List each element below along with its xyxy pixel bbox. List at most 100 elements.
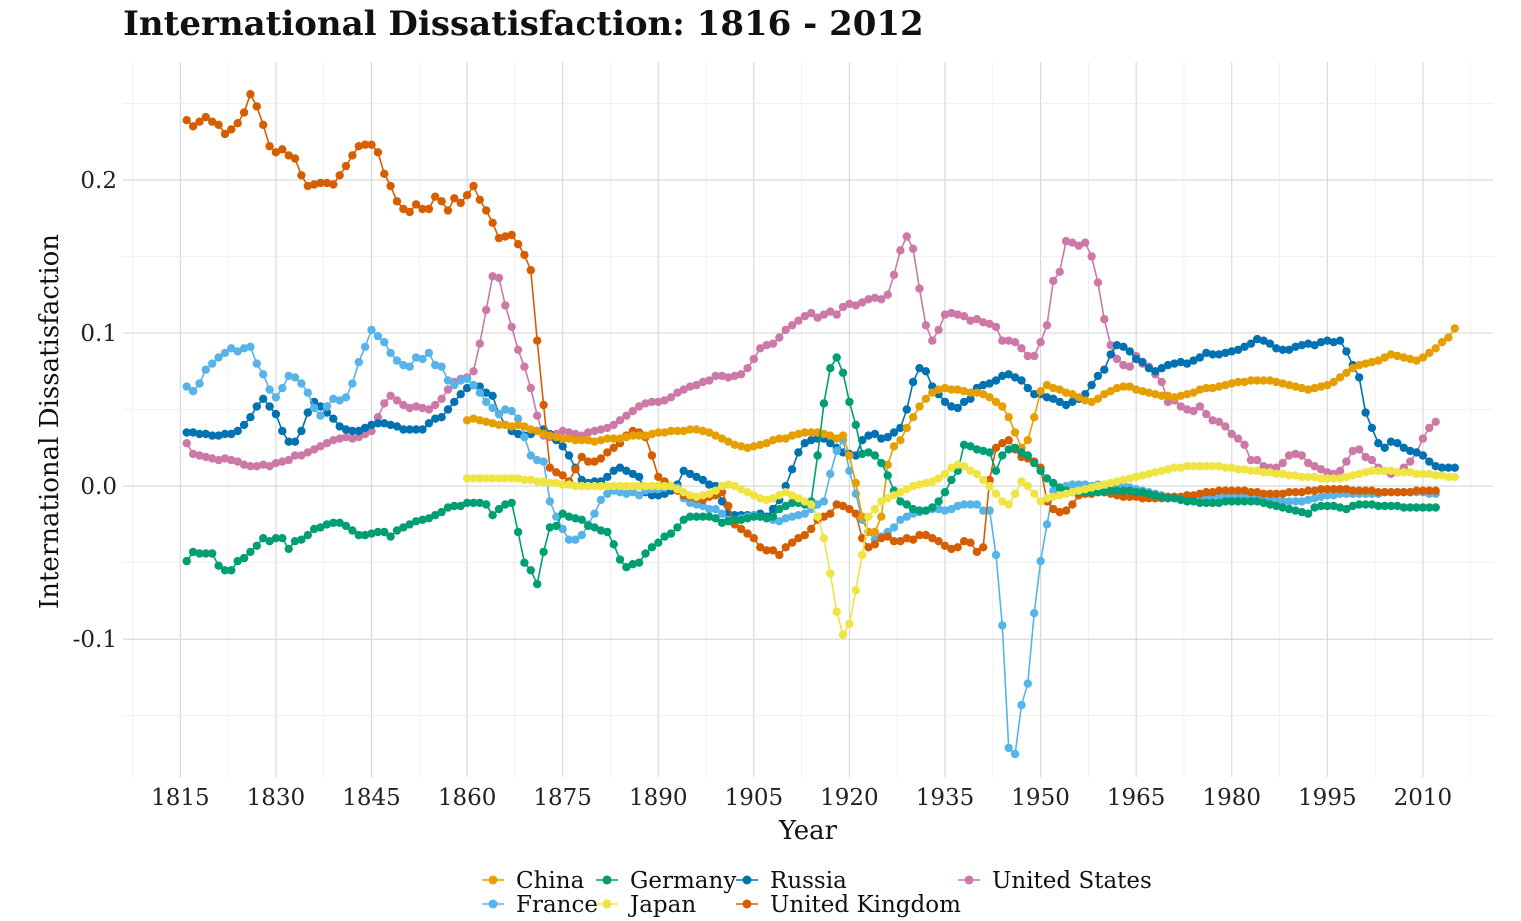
data-point-china: [819, 429, 829, 439]
data-point-russia: [482, 388, 491, 397]
data-point-germany: [1348, 501, 1358, 511]
data-point-china: [1221, 380, 1230, 390]
data-point-russia: [1284, 345, 1294, 354]
data-point-germany: [482, 500, 491, 509]
data-point-france: [341, 393, 351, 402]
data-point-germany: [1189, 497, 1198, 506]
data-point-united-states: [424, 405, 434, 414]
data-point-russia: [1406, 446, 1415, 456]
data-point-united-states: [1202, 409, 1211, 419]
data-point-russia: [392, 422, 402, 431]
data-point-china: [1132, 385, 1141, 394]
data-point-france: [431, 360, 440, 370]
data-point-united-states: [1297, 451, 1307, 460]
data-point-united-states: [246, 462, 255, 471]
data-point-china: [1151, 390, 1160, 399]
data-point-united-states: [1259, 462, 1268, 471]
data-point-russia: [1246, 339, 1256, 348]
data-point-japan: [1004, 500, 1013, 509]
data-point-united-kingdom: [354, 142, 363, 151]
legend-item-france: France: [482, 892, 598, 918]
data-point-germany: [724, 517, 733, 526]
data-point-united-kingdom: [1125, 492, 1135, 501]
data-point-japan: [998, 497, 1007, 506]
data-point-germany: [405, 520, 414, 529]
data-point-united-states: [603, 423, 612, 433]
data-point-united-states: [787, 321, 797, 330]
data-point-russia: [431, 414, 440, 423]
data-point-japan: [469, 474, 478, 483]
data-point-united-kingdom: [915, 530, 924, 540]
data-point-china: [1068, 390, 1077, 399]
data-point-united-states: [1182, 405, 1192, 414]
data-point-united-kingdom: [1425, 486, 1434, 495]
data-point-japan: [1310, 472, 1319, 482]
data-point-japan: [959, 462, 969, 471]
data-point-united-states: [794, 316, 803, 325]
data-point-japan: [654, 481, 663, 491]
data-point-germany: [1272, 501, 1281, 511]
data-point-russia: [698, 475, 708, 485]
data-point-germany: [756, 512, 765, 521]
data-point-united-states: [297, 451, 306, 460]
data-point-japan: [908, 481, 918, 491]
legend-item-united-states: United States: [958, 868, 1152, 894]
data-point-russia: [1278, 345, 1287, 354]
data-point-united-kingdom: [883, 532, 892, 541]
data-point-russia: [208, 431, 217, 440]
data-point-germany: [1144, 489, 1154, 498]
data-point-germany: [1367, 500, 1377, 509]
data-point-united-kingdom: [239, 108, 249, 117]
data-point-united-states: [1291, 449, 1300, 459]
data-point-united-states: [1112, 354, 1122, 364]
data-point-japan: [870, 504, 880, 514]
data-point-japan: [813, 512, 822, 521]
data-point-china: [654, 428, 663, 437]
data-point-china: [1170, 393, 1179, 402]
data-point-germany: [469, 498, 478, 508]
data-point-united-kingdom: [335, 171, 344, 180]
data-point-germany: [360, 530, 370, 540]
data-point-russia: [348, 426, 357, 436]
data-point-france: [819, 497, 829, 506]
data-point-united-kingdom: [787, 538, 797, 547]
data-point-united-states: [1004, 336, 1013, 345]
data-point-united-states: [851, 301, 860, 310]
data-point-china: [552, 432, 561, 442]
data-point-china: [1036, 387, 1045, 396]
data-point-united-kingdom: [1329, 485, 1338, 494]
data-point-united-states: [482, 305, 491, 315]
data-point-russia: [908, 377, 918, 387]
data-point-united-states: [654, 397, 663, 407]
data-point-france: [475, 388, 484, 397]
data-point-united-states: [641, 399, 650, 408]
x-tick-label: 1890: [629, 785, 688, 811]
data-point-united-states: [558, 426, 567, 436]
legend-marker: [742, 899, 752, 909]
data-point-japan: [972, 469, 982, 479]
data-point-russia: [1380, 443, 1389, 452]
data-point-united-states: [775, 333, 784, 342]
data-point-russia: [947, 402, 956, 411]
data-point-united-kingdom: [1412, 486, 1421, 495]
data-point-france: [698, 501, 708, 511]
data-point-japan: [1087, 483, 1096, 492]
data-point-france: [947, 504, 956, 514]
data-point-united-states: [928, 336, 937, 345]
data-point-russia: [1240, 342, 1249, 351]
data-point-france: [195, 379, 204, 388]
data-point-japan: [826, 569, 835, 578]
data-point-united-kingdom: [316, 178, 325, 188]
data-point-united-kingdom: [1431, 486, 1440, 495]
data-point-china: [781, 434, 790, 443]
data-point-russia: [940, 397, 950, 407]
data-point-united-states: [1049, 276, 1058, 286]
data-point-china: [1227, 379, 1236, 388]
data-point-united-states: [195, 451, 204, 460]
data-point-france: [1074, 480, 1084, 489]
data-point-united-states: [354, 432, 363, 442]
data-point-russia: [1386, 437, 1396, 446]
data-point-germany: [896, 497, 905, 506]
data-point-china: [1259, 376, 1268, 385]
data-point-japan: [1157, 466, 1166, 475]
